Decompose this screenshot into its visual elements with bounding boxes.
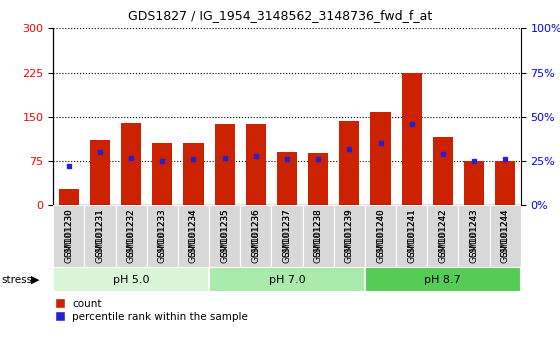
Text: GSM101238: GSM101238 bbox=[314, 209, 323, 257]
Text: GSM101244: GSM101244 bbox=[501, 209, 510, 263]
FancyBboxPatch shape bbox=[334, 205, 365, 267]
Bar bbox=[121, 123, 141, 205]
FancyBboxPatch shape bbox=[85, 205, 115, 267]
Text: GSM101243: GSM101243 bbox=[469, 209, 479, 257]
FancyBboxPatch shape bbox=[209, 205, 240, 267]
Bar bbox=[90, 141, 110, 205]
Bar bbox=[433, 137, 453, 205]
Text: GDS1827 / IG_1954_3148562_3148736_fwd_f_at: GDS1827 / IG_1954_3148562_3148736_fwd_f_… bbox=[128, 9, 432, 22]
FancyBboxPatch shape bbox=[272, 205, 302, 267]
FancyBboxPatch shape bbox=[459, 205, 489, 267]
Bar bbox=[59, 189, 79, 205]
Text: ▶: ▶ bbox=[30, 275, 39, 285]
FancyBboxPatch shape bbox=[53, 267, 209, 292]
FancyBboxPatch shape bbox=[53, 205, 85, 267]
Text: GSM101244: GSM101244 bbox=[501, 209, 510, 257]
Text: pH 8.7: pH 8.7 bbox=[424, 275, 461, 285]
Bar bbox=[495, 161, 515, 205]
Text: GSM101233: GSM101233 bbox=[158, 209, 167, 263]
Text: GSM101238: GSM101238 bbox=[314, 209, 323, 263]
Text: GSM101233: GSM101233 bbox=[158, 209, 167, 257]
Text: GSM101237: GSM101237 bbox=[282, 209, 292, 257]
Text: GSM101243: GSM101243 bbox=[469, 209, 479, 263]
Bar bbox=[370, 112, 391, 205]
FancyBboxPatch shape bbox=[427, 205, 459, 267]
Bar bbox=[277, 152, 297, 205]
FancyBboxPatch shape bbox=[240, 205, 272, 267]
Text: GSM101236: GSM101236 bbox=[251, 209, 260, 263]
FancyBboxPatch shape bbox=[115, 205, 147, 267]
FancyBboxPatch shape bbox=[365, 205, 396, 267]
Bar bbox=[464, 161, 484, 205]
Text: GSM101239: GSM101239 bbox=[345, 209, 354, 257]
FancyBboxPatch shape bbox=[365, 267, 521, 292]
Bar bbox=[402, 73, 422, 205]
Text: GSM101231: GSM101231 bbox=[95, 209, 105, 263]
Bar bbox=[246, 124, 266, 205]
Text: GSM101242: GSM101242 bbox=[438, 209, 447, 263]
Text: GSM101230: GSM101230 bbox=[64, 209, 73, 257]
Text: GSM101232: GSM101232 bbox=[127, 209, 136, 257]
Text: GSM101234: GSM101234 bbox=[189, 209, 198, 257]
FancyBboxPatch shape bbox=[302, 205, 334, 267]
Text: stress: stress bbox=[1, 275, 32, 285]
Bar bbox=[214, 125, 235, 205]
Text: GSM101234: GSM101234 bbox=[189, 209, 198, 263]
Text: GSM101237: GSM101237 bbox=[282, 209, 292, 263]
Text: GSM101235: GSM101235 bbox=[220, 209, 229, 263]
Text: GSM101231: GSM101231 bbox=[95, 209, 105, 257]
Text: GSM101239: GSM101239 bbox=[345, 209, 354, 263]
Text: GSM101242: GSM101242 bbox=[438, 209, 447, 257]
Text: GSM101236: GSM101236 bbox=[251, 209, 260, 257]
Text: pH 5.0: pH 5.0 bbox=[113, 275, 150, 285]
Text: GSM101241: GSM101241 bbox=[407, 209, 416, 263]
FancyBboxPatch shape bbox=[147, 205, 178, 267]
Text: GSM101232: GSM101232 bbox=[127, 209, 136, 263]
Text: pH 7.0: pH 7.0 bbox=[269, 275, 305, 285]
FancyBboxPatch shape bbox=[489, 205, 521, 267]
Text: GSM101230: GSM101230 bbox=[64, 209, 73, 263]
Bar bbox=[339, 121, 360, 205]
Text: GSM101235: GSM101235 bbox=[220, 209, 229, 257]
Text: GSM101241: GSM101241 bbox=[407, 209, 416, 257]
FancyBboxPatch shape bbox=[178, 205, 209, 267]
Legend: count, percentile rank within the sample: count, percentile rank within the sample bbox=[55, 299, 248, 322]
FancyBboxPatch shape bbox=[396, 205, 427, 267]
FancyBboxPatch shape bbox=[209, 267, 365, 292]
Bar bbox=[152, 143, 172, 205]
Bar bbox=[183, 143, 204, 205]
Text: GSM101240: GSM101240 bbox=[376, 209, 385, 257]
Bar bbox=[308, 153, 328, 205]
Text: GSM101240: GSM101240 bbox=[376, 209, 385, 263]
